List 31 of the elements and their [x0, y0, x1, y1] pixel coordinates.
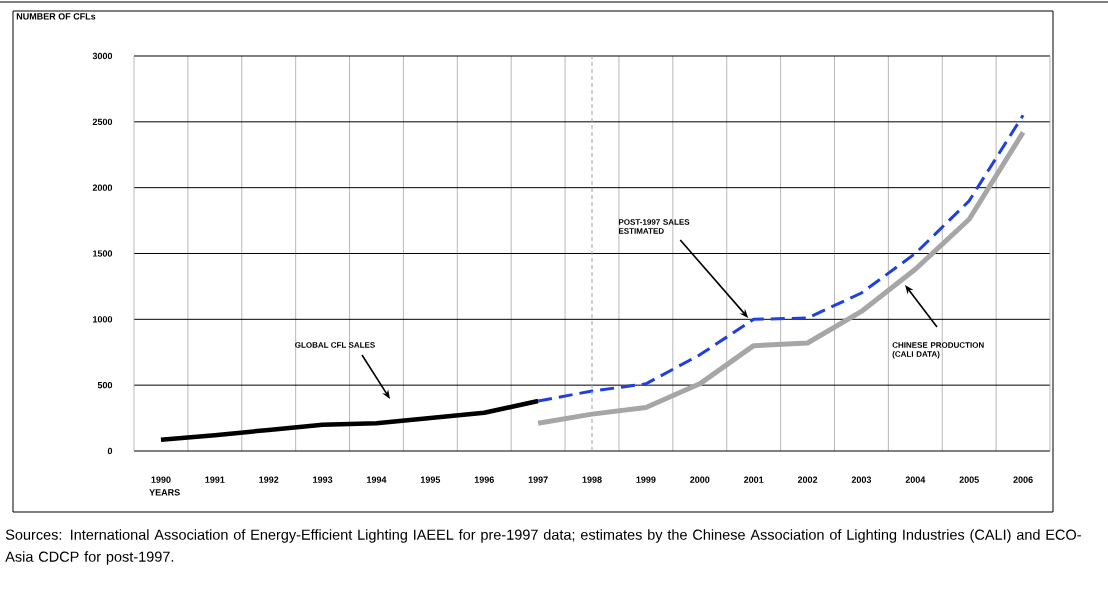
annotation: GLOBAL CFL SALES — [295, 342, 375, 348]
x-tick-label: 1993 — [313, 476, 333, 483]
line-series — [158, 398, 541, 443]
x-tick-label: 2004 — [905, 476, 926, 483]
x-tick-label: 1995 — [420, 476, 441, 483]
y-tick-label: 0 — [107, 447, 113, 455]
annotation: POST-1997 SALES ESTIMATED — [619, 219, 690, 234]
x-tick-label: 1990 — [151, 476, 171, 483]
y-tick-label: 2500 — [92, 118, 113, 126]
x-tick-label: 2002 — [797, 476, 818, 483]
y-tick-label: 1000 — [93, 316, 113, 323]
x-axis-title: YEARS — [149, 489, 180, 496]
x-tick-label: 2000 — [690, 476, 710, 483]
x-tick-label: 2001 — [743, 476, 764, 483]
y-tick-label: 500 — [97, 381, 113, 389]
x-tick-label: 2003 — [851, 476, 872, 483]
y-tick-label: 2000 — [92, 184, 113, 191]
x-tick-label: 1991 — [205, 476, 225, 483]
x-tick-label: 1994 — [367, 476, 387, 483]
y-tick-label: 1500 — [93, 250, 113, 257]
x-tick-label: 1999 — [636, 476, 656, 483]
x-tick-label: 2006 — [1013, 476, 1033, 483]
x-tick-label: 1997 — [528, 476, 548, 483]
annotation: CHINESE PRODUCTION (CALI DATA) — [892, 342, 984, 359]
source-note: Sources: International Association of Energy-Efficient Lighting IAEEL for pre-1997 data; estimates by the Chinese Association of Lighting Industries (CALI) and ECO-Asia CDCP for post-1997. — [5, 529, 1081, 565]
x-tick-label: 2005 — [959, 476, 979, 483]
x-tick-label: 1992 — [259, 476, 279, 483]
y-tick-label: 3000 — [92, 52, 113, 60]
y-axis-title: NUMBER OF CFLs — [16, 13, 96, 20]
x-tick-label: 1998 — [582, 476, 602, 483]
x-tick-label: 1996 — [474, 476, 494, 483]
